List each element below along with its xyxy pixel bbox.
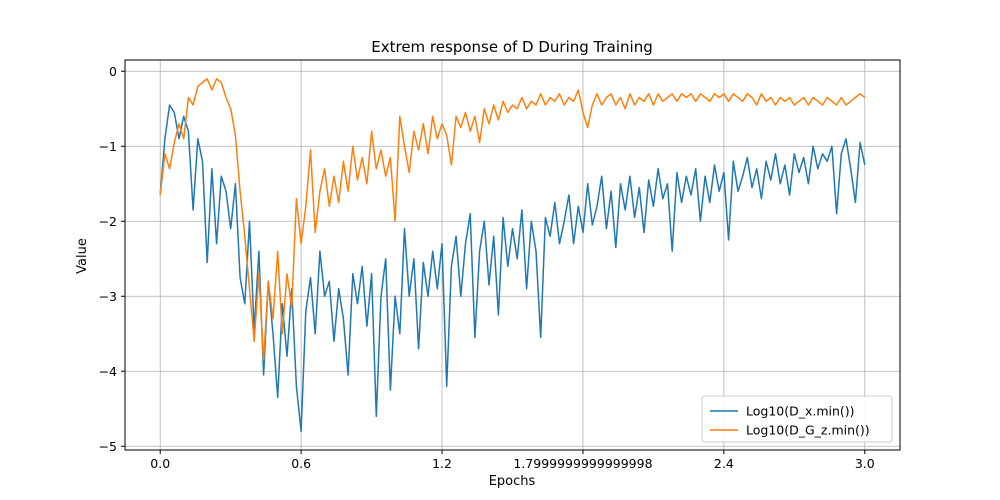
y-tick-label: 0 [109, 64, 117, 79]
plot-frame [124, 59, 901, 451]
series-line-1 [159, 104, 866, 433]
legend-label-2: Log10(D_G_z.min()) [746, 423, 870, 438]
x-tick-label: 1.7999999999999998 [513, 456, 652, 471]
y-tick-label: −4 [99, 364, 117, 379]
legend-label-1: Log10(D_x.min()) [746, 404, 855, 419]
series-line-2 [159, 78, 866, 361]
y-tick-label: −1 [99, 139, 117, 154]
x-axis-label: Epochs [489, 474, 536, 489]
grid [125, 60, 900, 450]
x-tick-label: 1.2 [432, 456, 452, 471]
x-tick-label: 3.0 [855, 456, 875, 471]
chart-title: Extrem response of D During Training [371, 38, 653, 56]
x-tick-label: 0.0 [150, 456, 170, 471]
series-layer [159, 78, 866, 433]
ticks: 0.0 0.6 1.2 1.7999999999999998 2.4 3.0 0 −1 −2 −3… [99, 64, 875, 471]
y-tick-label: −2 [99, 214, 117, 229]
x-tick-label: 2.4 [714, 456, 734, 471]
y-axis-label: Value [75, 238, 90, 274]
legend-box [701, 395, 893, 443]
y-tick-label: −3 [99, 289, 117, 304]
y-tick-label: −5 [99, 439, 117, 454]
legend: Log10(D_x.min()) Log10(D_G_z.min()) [701, 395, 893, 443]
x-tick-label: 0.6 [291, 456, 311, 471]
